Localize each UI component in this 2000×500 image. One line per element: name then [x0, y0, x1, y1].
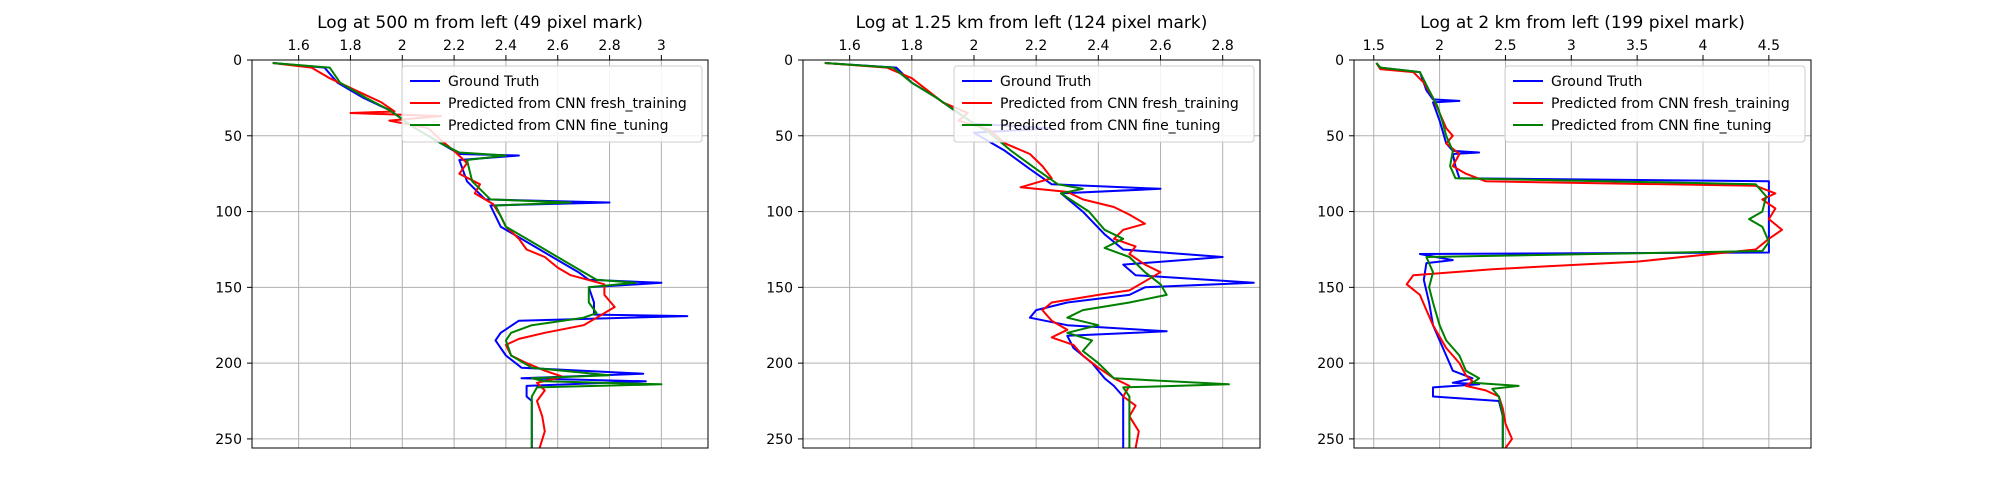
x-tick-label: 2 [1435, 38, 1444, 54]
series-line-3 [1375, 62, 1770, 448]
chart-panel-3: 1.5 2 2.5 3 3.5 4 4.5 0 50 100 150 200 250 Log at 2 k… [1317, 13, 1812, 449]
x-tick-label: 1.5 [1363, 38, 1385, 54]
y-tick-label: 250 [215, 432, 242, 448]
y-tick-label: 100 [215, 205, 242, 221]
x-tick-label: 2.2 [443, 38, 465, 54]
series-line-3 [272, 62, 663, 448]
y-tick-label: 200 [215, 356, 242, 372]
chart-title: Log at 2 km from left (199 pixel mark) [1420, 13, 1745, 33]
x-tick-label: 1.6 [838, 38, 860, 54]
x-tick-label: 2.8 [1212, 38, 1234, 54]
chart-title: Log at 500 m from left (49 pixel mark) [317, 13, 643, 33]
x-tick-label: 2.4 [495, 38, 517, 54]
chart-panel-1: 1.6 1.8 2 2.2 2.4 2.6 2.8 3 0 50 100 150 200 250 Log a… [215, 13, 709, 449]
y-tick-label: 200 [1317, 356, 1344, 372]
legend-label-3: Predicted from CNN fine_tuning [1000, 118, 1221, 134]
y-tick-label: 150 [766, 280, 793, 296]
plot-frame [251, 59, 709, 449]
x-tick-label: 3.5 [1626, 38, 1648, 54]
plot-frame [1353, 59, 1812, 449]
chart-title: Log at 1.25 km from left (124 pixel mark… [856, 13, 1208, 33]
y-tick-label: 0 [784, 53, 793, 69]
y-tick-label: 100 [1317, 205, 1344, 221]
chart-panel-2: 1.6 1.8 2 2.2 2.4 2.6 2.8 0 50 100 150 200 250 Log at… [766, 13, 1261, 449]
x-tick-label: 4 [1699, 38, 1708, 54]
legend-label-3: Predicted from CNN fine_tuning [448, 118, 669, 134]
x-tick-label: 1.6 [288, 38, 310, 54]
x-tick-label: 2.8 [598, 38, 620, 54]
legend-box [1504, 65, 1806, 143]
legend-label-2: Predicted from CNN fresh_training [1551, 96, 1790, 112]
x-tick-label: 2.6 [547, 38, 569, 54]
legend-label-1: Ground Truth [1000, 74, 1091, 90]
y-tick-label: 200 [766, 356, 793, 372]
legend-label-1: Ground Truth [1551, 74, 1642, 90]
y-tick-label: 250 [1317, 432, 1344, 448]
y-tick-label: 150 [215, 280, 242, 296]
legend-label-3: Predicted from CNN fine_tuning [1551, 118, 1772, 134]
y-tick-label: 0 [1335, 53, 1344, 69]
legend-label-2: Predicted from CNN fresh_training [1000, 96, 1239, 112]
y-tick-label: 50 [775, 129, 793, 145]
y-tick-label: 100 [766, 205, 793, 221]
y-tick-label: 250 [766, 432, 793, 448]
x-tick-label: 2.4 [1087, 38, 1109, 54]
x-tick-label: 4.5 [1758, 38, 1780, 54]
x-tick-label: 2.2 [1025, 38, 1047, 54]
x-tick-label: 3 [1567, 38, 1576, 54]
legend-box [401, 65, 703, 143]
x-tick-label: 2 [398, 38, 407, 54]
x-tick-label: 1.8 [901, 38, 923, 54]
series-line-2 [1375, 62, 1783, 448]
legend-label-1: Ground Truth [448, 74, 539, 90]
legend-label-2: Predicted from CNN fresh_training [448, 96, 687, 112]
x-tick-label: 2.5 [1494, 38, 1516, 54]
x-tick-label: 3 [657, 38, 666, 54]
plot-frame [802, 59, 1261, 449]
y-tick-label: 50 [224, 129, 242, 145]
y-tick-label: 50 [1326, 129, 1344, 145]
legend-box [953, 65, 1255, 143]
x-tick-label: 1.8 [339, 38, 361, 54]
y-tick-label: 0 [233, 53, 242, 69]
y-tick-label: 150 [1317, 280, 1344, 296]
x-tick-label: 2 [970, 38, 979, 54]
x-tick-label: 2.6 [1149, 38, 1171, 54]
